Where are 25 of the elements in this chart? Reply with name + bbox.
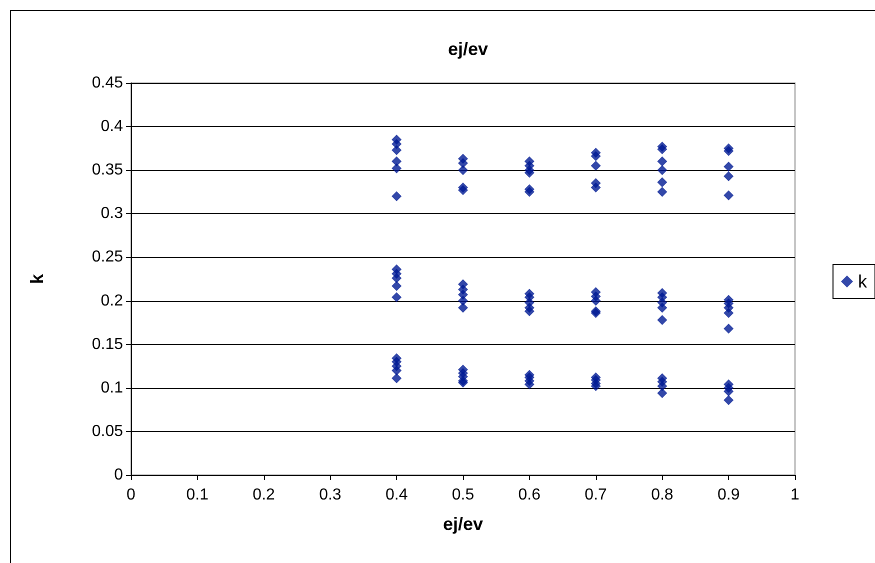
x-tick-label: 0.8 bbox=[651, 486, 674, 504]
y-tick-label: 0.1 bbox=[100, 379, 124, 396]
x-tick-label: 0.5 bbox=[452, 486, 474, 504]
y-tick-label: 0.35 bbox=[92, 162, 124, 179]
y-tick-label: 0.2 bbox=[100, 292, 124, 310]
x-tick-label: 0.7 bbox=[584, 486, 608, 504]
y-tick-label: 0.05 bbox=[92, 422, 124, 440]
x-tick-label: 0.3 bbox=[319, 486, 342, 504]
y-tick-label: 0.45 bbox=[92, 74, 124, 92]
x-tick-label: 0.1 bbox=[186, 486, 209, 504]
x-tick-label: 0.4 bbox=[385, 486, 408, 504]
y-tick-label: 0.25 bbox=[92, 248, 124, 266]
y-tick-label: 0.4 bbox=[100, 118, 124, 136]
chart-title: ej/ev bbox=[448, 39, 488, 59]
x-tick-label: 0 bbox=[126, 486, 136, 504]
y-tick-label: 0.15 bbox=[92, 336, 124, 353]
x-tick-label: 0.6 bbox=[518, 486, 541, 504]
x-tick-label: 1 bbox=[790, 486, 800, 504]
y-tick-label: 0.3 bbox=[100, 205, 124, 222]
x-axis-title: ej/ev bbox=[442, 514, 484, 534]
legend-label: k bbox=[858, 272, 868, 292]
y-axis-title: k bbox=[27, 273, 47, 284]
x-tick-label: 0.9 bbox=[717, 486, 740, 504]
x-tick-label: 0.2 bbox=[252, 486, 276, 504]
y-tick-label: 0 bbox=[114, 466, 124, 484]
